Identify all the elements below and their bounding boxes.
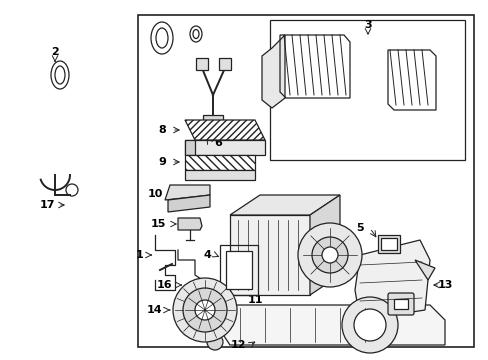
Polygon shape bbox=[184, 155, 254, 170]
Text: 12: 12 bbox=[230, 340, 245, 350]
Circle shape bbox=[341, 297, 397, 353]
Circle shape bbox=[297, 223, 361, 287]
Text: 4: 4 bbox=[203, 250, 210, 260]
Bar bbox=[219, 58, 230, 70]
Polygon shape bbox=[220, 305, 444, 345]
Text: 3: 3 bbox=[364, 20, 371, 30]
Text: 8: 8 bbox=[158, 125, 165, 135]
Text: 16: 16 bbox=[157, 280, 172, 290]
Polygon shape bbox=[229, 195, 339, 215]
Bar bbox=[203, 115, 223, 133]
Text: 5: 5 bbox=[355, 223, 363, 233]
Text: 13: 13 bbox=[436, 280, 452, 290]
Polygon shape bbox=[262, 35, 285, 108]
FancyBboxPatch shape bbox=[387, 293, 413, 315]
Polygon shape bbox=[229, 215, 309, 295]
Polygon shape bbox=[354, 240, 429, 320]
Polygon shape bbox=[309, 195, 339, 295]
Polygon shape bbox=[178, 218, 202, 230]
Bar bbox=[377, 235, 399, 253]
Polygon shape bbox=[184, 140, 195, 155]
Polygon shape bbox=[164, 185, 209, 200]
Text: 2: 2 bbox=[51, 47, 59, 57]
Text: 6: 6 bbox=[214, 138, 222, 148]
Circle shape bbox=[195, 300, 215, 320]
Text: 15: 15 bbox=[150, 219, 165, 229]
Bar bbox=[196, 58, 207, 70]
Text: 14: 14 bbox=[147, 305, 163, 315]
Polygon shape bbox=[168, 195, 209, 212]
Bar bbox=[393, 299, 407, 309]
Bar bbox=[380, 238, 396, 250]
Circle shape bbox=[206, 334, 223, 350]
Text: 1: 1 bbox=[136, 250, 143, 260]
Bar bbox=[220, 245, 258, 295]
Text: 11: 11 bbox=[247, 295, 262, 305]
Polygon shape bbox=[184, 170, 254, 180]
Text: 9: 9 bbox=[158, 157, 165, 167]
Circle shape bbox=[183, 288, 226, 332]
Text: 10: 10 bbox=[147, 189, 163, 199]
Circle shape bbox=[353, 309, 385, 341]
Circle shape bbox=[321, 247, 337, 263]
Polygon shape bbox=[184, 120, 264, 140]
Text: 7: 7 bbox=[366, 302, 373, 312]
Polygon shape bbox=[184, 140, 264, 155]
Text: 17: 17 bbox=[39, 200, 55, 210]
Polygon shape bbox=[414, 260, 434, 280]
Circle shape bbox=[311, 237, 347, 273]
Circle shape bbox=[173, 278, 237, 342]
Bar bbox=[269, 20, 464, 160]
Bar bbox=[138, 15, 473, 347]
Bar bbox=[225, 251, 251, 289]
